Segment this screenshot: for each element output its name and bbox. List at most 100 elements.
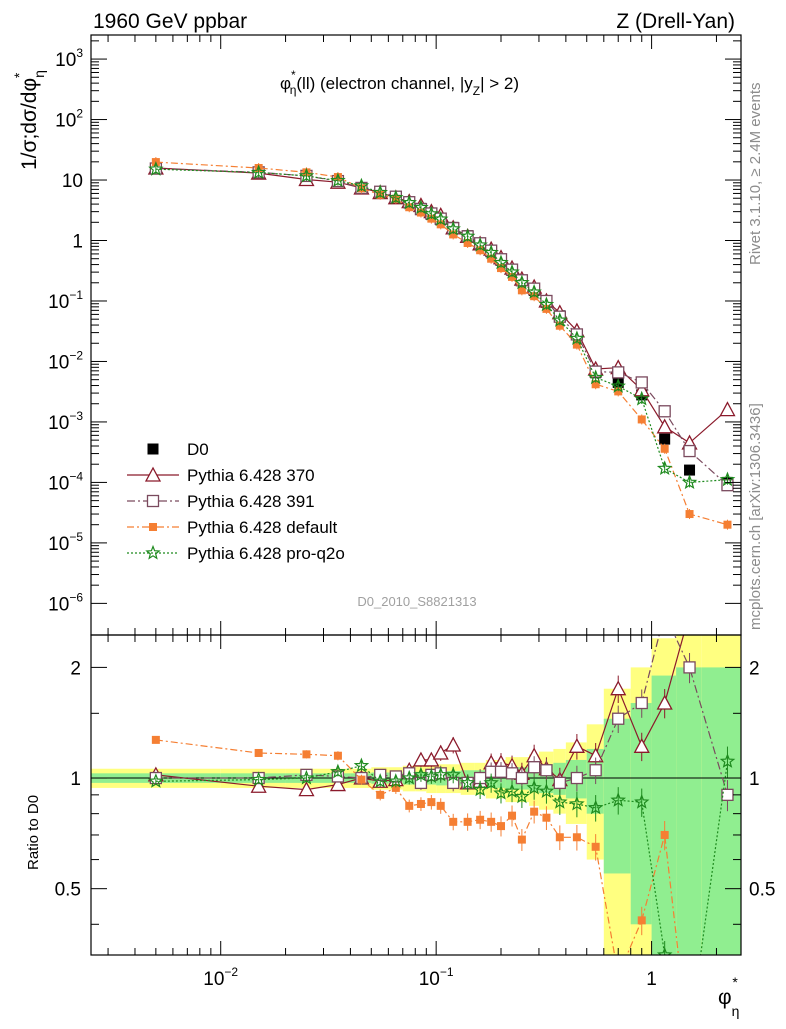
x-tick-label-1-base: 10 xyxy=(419,969,440,990)
main-point-pdef-12 xyxy=(463,238,472,247)
main-point-pdef-22 xyxy=(591,380,600,389)
main-y-tick-label-7: 10 xyxy=(62,171,83,192)
main-y-tick-label-8-base: 10 xyxy=(55,111,76,132)
ratio-line-pdef xyxy=(155,739,680,955)
main-point-pq2o-3 xyxy=(330,172,346,188)
ratio-point-p391-20 xyxy=(553,776,566,790)
watermark-analysis-id: D0_2010_S8821313 xyxy=(357,594,476,609)
ratio-point-pq2o-1 xyxy=(250,771,267,787)
ratio-point-p391-25 xyxy=(659,608,670,619)
x-tick-label-0-base: 10 xyxy=(203,969,224,990)
ratio-point-pdef-9 xyxy=(427,798,436,807)
main-point-pq2o-12 xyxy=(459,228,476,243)
ratio-point-p370-10 xyxy=(432,744,449,760)
band-inner-27 xyxy=(701,667,741,955)
legend-label-p370: Pythia 6.428 370 xyxy=(187,466,315,485)
main-y-tick-label-2: 10−4 xyxy=(48,469,83,494)
ratio-y-tick-label-0: 0.5 xyxy=(55,880,81,901)
ratio-point-p391-18 xyxy=(527,761,541,774)
main-y-tick-label-5-exp: −1 xyxy=(69,288,83,302)
main-point-p370-27 xyxy=(719,401,736,417)
ratio-point-p370-11 xyxy=(445,736,462,752)
main-point-pq2o-8 xyxy=(413,199,429,215)
main-point-pdef-17 xyxy=(517,286,526,295)
ratio-point-pq2o-6 xyxy=(388,773,404,788)
main-y-tick-label-1: 10−5 xyxy=(48,530,83,555)
ratio-point-p391-27 xyxy=(721,788,734,802)
main-y-tick-label-4-base: 10 xyxy=(48,352,69,373)
main-point-pdef-14 xyxy=(487,254,496,263)
x-tick-label-1-exp: −1 xyxy=(440,965,454,979)
main-point-pq2o-13 xyxy=(472,236,488,252)
main-y-tick-label-7-base: 10 xyxy=(62,171,83,192)
ratio-point-pq2o-20 xyxy=(552,793,568,809)
data-marks xyxy=(91,157,741,955)
ratio-point-pdef-18 xyxy=(530,807,539,816)
main-point-pdef-15 xyxy=(497,264,506,273)
main-y-tick-label-0-base: 10 xyxy=(48,594,69,615)
x-axis-label-phi: φ xyxy=(718,986,732,1009)
ratio-point-pdef-13 xyxy=(476,815,485,824)
main-y-tick-label-0-exp: −6 xyxy=(69,590,83,604)
main-point-pq2o-9 xyxy=(423,205,440,221)
ratio-point-pdef-1 xyxy=(254,748,263,757)
ratio-point-pdef-8 xyxy=(416,799,425,808)
band-inner-25 xyxy=(651,675,677,955)
band-inner-24 xyxy=(630,703,652,925)
ratio-point-pq2o-8 xyxy=(413,766,429,782)
main-point-pq2o-20 xyxy=(551,312,568,327)
legend-label-d0: D0 xyxy=(187,440,209,459)
main-point-p391-23 xyxy=(612,366,625,379)
main-y-tick-label-3: 10−3 xyxy=(48,409,83,434)
main-y-tick-label-3-exp: −3 xyxy=(69,409,83,423)
legend-marker-pdef xyxy=(149,523,157,531)
plot-title-sub: η xyxy=(290,83,297,97)
legend-marker-p370 xyxy=(144,466,162,482)
header-right: Z (Drell-Yan) xyxy=(616,10,735,33)
main-y-axis-label-sub: η xyxy=(31,70,47,78)
ratio-y-tick-label-right-0: 0.5 xyxy=(749,880,775,901)
main-y-tick-label-1-base: 10 xyxy=(48,534,69,555)
ratio-point-pq2o-10 xyxy=(432,766,449,782)
ratio-point-pdef-17 xyxy=(517,835,526,844)
ratio-point-pq2o-11 xyxy=(445,766,461,782)
x-tick-label-0-exp: −2 xyxy=(224,965,238,979)
ratio-point-pq2o-19 xyxy=(538,783,555,798)
ratio-point-pq2o-25 xyxy=(656,946,673,955)
ratio-point-pdef-12 xyxy=(463,817,472,826)
main-y-tick-label-5-base: 10 xyxy=(48,292,69,313)
ratio-y-tick-label-right-1: 1 xyxy=(749,769,760,790)
ratio-point-pq2o-12 xyxy=(459,774,476,790)
main-y-tick-label-6: 1 xyxy=(72,232,83,253)
ratio-point-p370-26 xyxy=(683,607,697,620)
ratio-y-axis-label: Ratio to D0 xyxy=(25,795,42,870)
main-y-tick-label-6-base: 1 xyxy=(72,232,83,253)
main-point-pq2o-22 xyxy=(587,369,604,385)
ratio-point-p370-27 xyxy=(720,328,734,341)
main-point-pq2o-7 xyxy=(401,194,417,210)
main-series-group xyxy=(147,157,736,530)
ratio-point-pdef-11 xyxy=(449,817,458,826)
plot-title-end: | > 2) xyxy=(480,74,519,93)
ratio-point-pdef-0 xyxy=(151,735,160,744)
ratio-point-pq2o-3 xyxy=(330,763,346,779)
ratio-point-pdef-4 xyxy=(357,775,366,784)
ratio-point-p391-22 xyxy=(589,764,602,777)
main-point-pdef-21 xyxy=(572,340,581,349)
main-point-pq2o-25 xyxy=(656,460,673,476)
ratio-point-p391-19 xyxy=(540,764,553,777)
main-point-pdef-26 xyxy=(685,510,694,519)
ratio-point-pq2o-15 xyxy=(493,784,509,800)
main-point-p391-25 xyxy=(658,405,671,418)
ratio-point-p370-23 xyxy=(610,680,627,696)
plot-title-sub2: Z xyxy=(473,84,480,98)
main-point-pq2o-26 xyxy=(681,474,698,490)
ratio-point-p391-23 xyxy=(612,712,625,725)
legend-marker-pq2o xyxy=(145,544,161,560)
main-y-tick-label-5: 10−1 xyxy=(48,288,83,313)
main-point-pq2o-15 xyxy=(493,254,509,270)
x-axis-label: φη * xyxy=(718,974,739,1019)
x-axis-label-sup: * xyxy=(732,974,738,990)
